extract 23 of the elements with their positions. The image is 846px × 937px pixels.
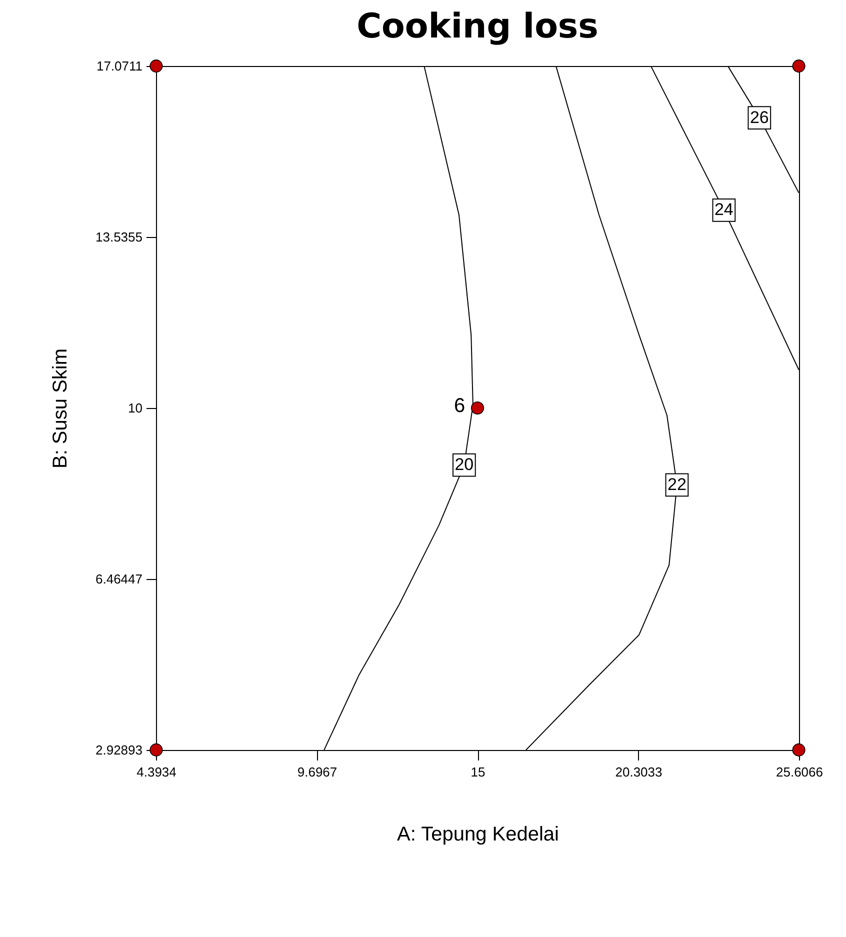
- x-tick-label: 25.6066: [776, 764, 823, 780]
- series-label: 22: [667, 474, 686, 494]
- chart-title: Cooking loss: [356, 6, 598, 46]
- x-tick-label: 9.6967: [297, 764, 338, 780]
- series-label: 24: [714, 200, 734, 220]
- y-tick-label: 2.92893: [96, 742, 142, 758]
- y-axis-title: B: Susu Skim: [50, 348, 72, 469]
- y-tick-label: 10: [128, 400, 142, 416]
- x-tick-label: 4.3934: [136, 764, 176, 780]
- point: [150, 743, 163, 756]
- series-label: 26: [750, 108, 769, 127]
- annotation: 6: [454, 395, 466, 417]
- series-label: 20: [454, 455, 474, 474]
- x-axis-title: A: Tepung Kedelai: [397, 824, 559, 846]
- y-tick-label: 6.46447: [96, 572, 142, 586]
- point: [150, 60, 163, 73]
- y-tick-label: 13.5355: [96, 230, 142, 245]
- point: [792, 743, 806, 756]
- x-tick-label: 20.3033: [615, 764, 662, 780]
- y-tick-label: 17.0711: [96, 58, 142, 74]
- x-tick-label: 15: [470, 764, 486, 780]
- point: [470, 401, 484, 415]
- point: [792, 60, 806, 73]
